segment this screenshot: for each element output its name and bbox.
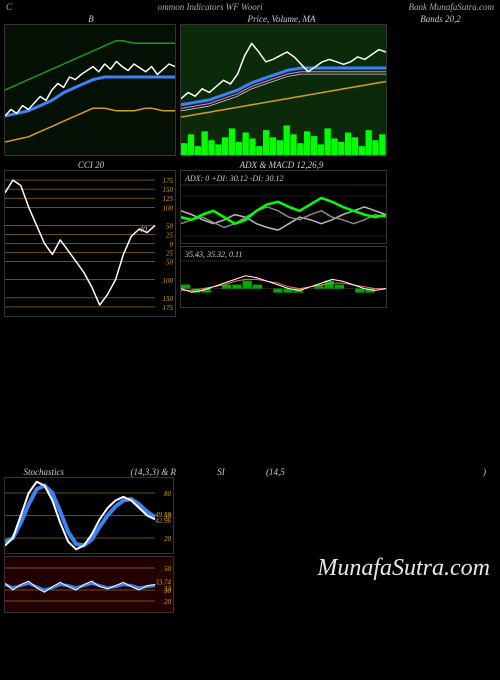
blank-gap [0, 317, 500, 467]
row1-titles: B Price, Volume, MA Bands 20,2 [0, 14, 500, 24]
rsi-panel: 50302033.7433 [4, 556, 174, 613]
svg-text:0: 0 [170, 241, 174, 249]
svg-text:175: 175 [163, 304, 174, 312]
adx-macd-title: ADX & MACD 12,26,9 [178, 160, 385, 170]
price-svg [181, 25, 386, 155]
header-left: C [6, 2, 12, 12]
price-title: Price, Volume, MA [178, 14, 385, 24]
macd-svg: 35.43, 35.32, 0.11 [181, 247, 386, 307]
row2-charts: 17515012510050250255010015017540 ADX: 0 … [0, 170, 500, 317]
svg-text:42.96: 42.96 [155, 517, 171, 525]
rsi-close: ) [366, 467, 496, 477]
svg-text:33: 33 [163, 585, 172, 593]
cci-title: CCI 20 [4, 160, 178, 170]
svg-text:25: 25 [166, 250, 174, 258]
stoch-svg: 80502049.5842.96 [5, 478, 173, 553]
bands-title: Bands 20,2 [385, 14, 496, 24]
svg-text:35.43, 35.32, 0.11: 35.43, 35.32, 0.11 [184, 250, 242, 259]
bbands-panel [4, 24, 176, 156]
svg-text:50: 50 [166, 222, 174, 230]
row3-charts: 80502049.5842.96 50302033.7433 [0, 477, 180, 613]
svg-text:ADX: 0 +DI: 30.12 -DI: 30.: ADX: 0 +DI: 30.12 -DI: 30.12 [184, 174, 284, 183]
row3-titles: Stochastics (14,3,3) & R SI (14,5 ) [0, 467, 500, 477]
svg-text:50: 50 [166, 259, 174, 267]
svg-text:20: 20 [164, 535, 172, 543]
adx-svg: ADX: 0 +DI: 30.12 -DI: 30.12 [181, 171, 386, 243]
svg-text:20: 20 [164, 598, 172, 606]
svg-text:125: 125 [163, 195, 174, 203]
price-panel [180, 24, 387, 156]
row1-charts [0, 24, 500, 156]
svg-text:25: 25 [166, 231, 174, 239]
svg-text:50: 50 [164, 565, 172, 573]
header-center: ommon Indicators WF Woori [158, 2, 263, 12]
svg-text:100: 100 [163, 204, 174, 212]
stoch-params: (14,3,3) & R [64, 467, 176, 477]
svg-text:150: 150 [163, 186, 174, 194]
adx-macd-column: ADX: 0 +DI: 30.12 -DI: 30.12 35.43, 35.3… [180, 170, 385, 317]
cci-panel: 17515012510050250255010015017540 [4, 170, 176, 317]
stoch-title: Stochastics [4, 467, 64, 477]
bbands-title: B [4, 14, 178, 24]
svg-text:80: 80 [164, 490, 172, 498]
svg-text:150: 150 [163, 295, 174, 303]
bbands-svg [5, 25, 175, 155]
svg-text:175: 175 [163, 177, 174, 185]
rsi-label: SI [176, 467, 266, 477]
svg-text:40: 40 [139, 225, 147, 234]
rsi-params: (14,5 [266, 467, 366, 477]
svg-text:100: 100 [163, 277, 174, 285]
cci-svg: 17515012510050250255010015017540 [5, 171, 175, 316]
row2-titles: CCI 20 ADX & MACD 12,26,9 [0, 156, 500, 170]
page-header: C ommon Indicators WF Woori Bank MunafaS… [0, 0, 500, 14]
rsi-svg: 50302033.7433 [5, 557, 173, 612]
adx-panel: ADX: 0 +DI: 30.12 -DI: 30.12 [180, 170, 387, 244]
macd-panel: 35.43, 35.32, 0.11 [180, 246, 387, 308]
stoch-panel: 80502049.5842.96 [4, 477, 174, 554]
header-right: Bank MunafaSutra.com [409, 2, 495, 12]
watermark: MunafaSutra.com [317, 555, 490, 582]
